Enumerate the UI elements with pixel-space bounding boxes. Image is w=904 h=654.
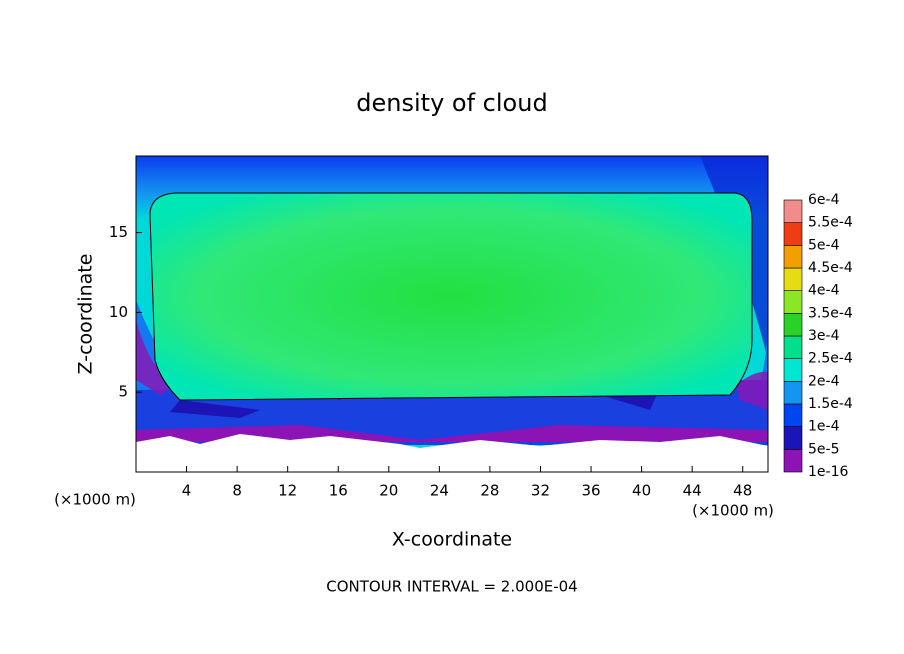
colorbar-label: 2e-4 — [808, 373, 840, 389]
y-tick-label: 5 — [118, 383, 128, 401]
x-tick-label: 44 — [683, 482, 702, 500]
colorbar-box — [783, 403, 803, 427]
chart-title: density of cloud — [356, 89, 547, 117]
colorbar-label: 5e-4 — [808, 237, 840, 253]
colorbar-label: 3.5e-4 — [808, 305, 853, 321]
x-tick-label: 40 — [632, 482, 651, 500]
colorbar-box — [783, 381, 803, 405]
colorbar-label: 3e-4 — [808, 328, 840, 344]
x-tick-label: 32 — [531, 482, 550, 500]
x-tick-label: 36 — [581, 482, 600, 500]
colorbar-box — [783, 449, 803, 473]
colorbar-box — [783, 358, 803, 382]
colorbar-box — [783, 245, 803, 269]
colorbar-label: 5e-5 — [808, 441, 839, 457]
x-tick-label: 8 — [232, 482, 242, 500]
y-tick-label: 10 — [109, 303, 128, 321]
colorbar-label: 4.5e-4 — [808, 260, 853, 276]
x-tick-label: 16 — [329, 482, 348, 500]
x-unit: (×1000 m) — [692, 502, 774, 520]
colorbar-box — [783, 222, 803, 246]
colorbar-label: 6e-4 — [808, 192, 840, 208]
x-tick-label: 48 — [733, 482, 752, 500]
colorbar-label: 1e-4 — [808, 419, 840, 435]
colorbar-box — [783, 313, 803, 337]
colorbar-label: 4e-4 — [808, 283, 840, 299]
annotation: CONTOUR INTERVAL = 2.000E-04 — [326, 578, 577, 596]
x-tick-label: 24 — [430, 482, 449, 500]
colorbar-label: 1e-16 — [808, 464, 848, 480]
x-axis-label: X-coordinate — [392, 529, 512, 551]
x-tick-label: 12 — [278, 482, 297, 500]
x-tick-label: 20 — [379, 482, 398, 500]
y-tick-label: 15 — [109, 223, 128, 241]
y-unit: (×1000 m) — [54, 491, 136, 509]
x-tick-label: 28 — [480, 482, 499, 500]
colorbar-label: 1.5e-4 — [808, 396, 853, 412]
colorbar-label: 2.5e-4 — [808, 351, 853, 367]
colorbar-box — [783, 335, 803, 359]
colorbar-box — [783, 199, 803, 223]
field — [135, 155, 769, 473]
colorbar-box — [783, 426, 803, 450]
colorbar-label: 5.5e-4 — [808, 215, 853, 231]
colorbar-box — [783, 267, 803, 291]
x-tick-label: 4 — [182, 482, 192, 500]
colorbar-box — [783, 290, 803, 314]
y-axis-label: Z-coordinate — [75, 254, 97, 375]
